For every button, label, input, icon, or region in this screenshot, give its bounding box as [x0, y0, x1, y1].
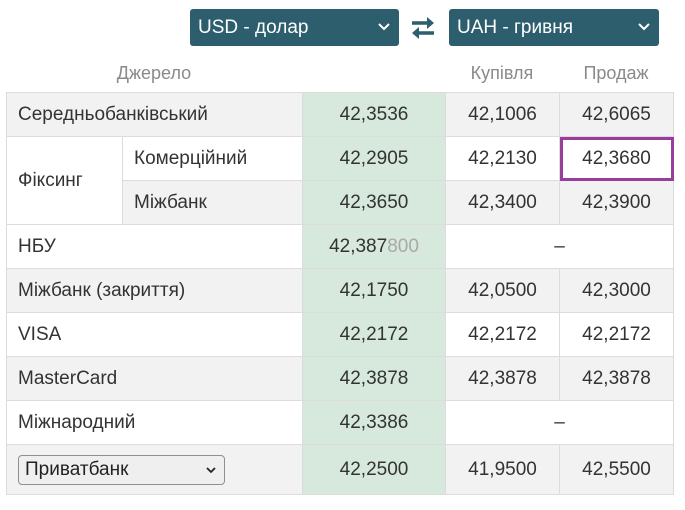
to-currency-value: UAH - гривня	[457, 16, 573, 38]
mid-rate-cell: 42,3536	[302, 92, 446, 137]
mid-rate-cell: 42,2172	[302, 312, 446, 357]
sell-rate-cell-highlighted[interactable]: 42,3680	[559, 136, 674, 181]
chevron-down-icon	[378, 23, 390, 31]
from-currency-value: USD - долар	[198, 16, 309, 38]
column-header-buy: Купівля	[470, 63, 534, 83]
rates-table: Середньобанківський 42,3536 42,1006 42,6…	[6, 92, 674, 495]
column-header-source: Джерело	[116, 63, 192, 83]
sell-rate-cell: 42,3000	[559, 268, 674, 313]
to-currency-select[interactable]: UAH - гривня	[449, 9, 659, 46]
chevron-down-icon	[206, 466, 216, 473]
no-rate-dash: –	[445, 224, 674, 269]
mid-rate-extra-digits: 800	[387, 235, 419, 257]
table-row: Міжбанк 42,3650 42,3400 42,3900	[7, 180, 674, 225]
mid-rate-cell: 42,3650	[302, 180, 446, 225]
table-row: Середньобанківський 42,3536 42,1006 42,6…	[6, 92, 674, 137]
table-row: VISA 42,2172 42,2172 42,2172	[6, 312, 674, 357]
mid-rate-cell: 42,387800	[302, 224, 446, 269]
table-row: Приватбанк 42,2500 41,9500 42,5500	[6, 444, 674, 495]
sell-rate-cell: 42,5500	[559, 444, 674, 495]
buy-rate-cell: 42,3400	[445, 180, 560, 225]
table-row: НБУ 42,387800 –	[6, 224, 674, 269]
table-row: Міжбанк (закриття) 42,1750 42,0500 42,30…	[6, 268, 674, 313]
row-label: Середньобанківський	[6, 92, 303, 137]
sell-rate-cell: 42,3900	[559, 180, 674, 225]
mid-rate-cell: 42,1750	[302, 268, 446, 313]
mid-rate-main: 42,387	[329, 235, 388, 257]
buy-rate-cell: 42,1006	[445, 92, 560, 137]
row-label: Міжбанк	[122, 180, 303, 225]
row-label: Комерційний	[122, 136, 303, 181]
sell-rate-cell: 42,3878	[559, 356, 674, 401]
sell-rate-cell: 42,6065	[559, 92, 674, 137]
mid-rate-cell: 42,3386	[302, 400, 446, 445]
no-rate-dash: –	[445, 400, 674, 445]
row-label: НБУ	[6, 224, 303, 269]
bank-select-value: Приватбанк	[25, 458, 129, 480]
buy-rate-cell: 42,3878	[445, 356, 560, 401]
bank-select[interactable]: Приватбанк	[18, 454, 225, 485]
mid-rate-cell: 42,3878	[302, 356, 446, 401]
row-group-label: Фіксинг	[6, 136, 123, 225]
table-row: Міжнародний 42,3386 –	[6, 400, 674, 445]
chevron-down-icon	[638, 23, 650, 31]
sell-rate-cell: 42,2172	[559, 312, 674, 357]
table-row: MasterCard 42,3878 42,3878 42,3878	[6, 356, 674, 401]
row-label: VISA	[6, 312, 303, 357]
bank-select-cell: Приватбанк	[6, 444, 303, 495]
row-label: Міжнародний	[6, 400, 303, 445]
mid-rate-cell: 42,2905	[302, 136, 446, 181]
buy-rate-cell: 42,0500	[445, 268, 560, 313]
buy-rate-cell: 42,2172	[445, 312, 560, 357]
column-header-sell: Продаж	[583, 63, 649, 83]
mid-rate-cell: 42,2500	[302, 444, 446, 495]
from-currency-select[interactable]: USD - долар	[190, 9, 399, 46]
row-label: Міжбанк (закриття)	[6, 268, 303, 313]
table-row: Фіксинг Комерційний 42,2905 42,2130 42,3…	[6, 136, 674, 225]
buy-rate-cell: 42,2130	[445, 136, 560, 181]
buy-rate-cell: 41,9500	[445, 444, 560, 495]
row-label: MasterCard	[6, 356, 303, 401]
swap-arrows-icon[interactable]	[407, 14, 439, 42]
